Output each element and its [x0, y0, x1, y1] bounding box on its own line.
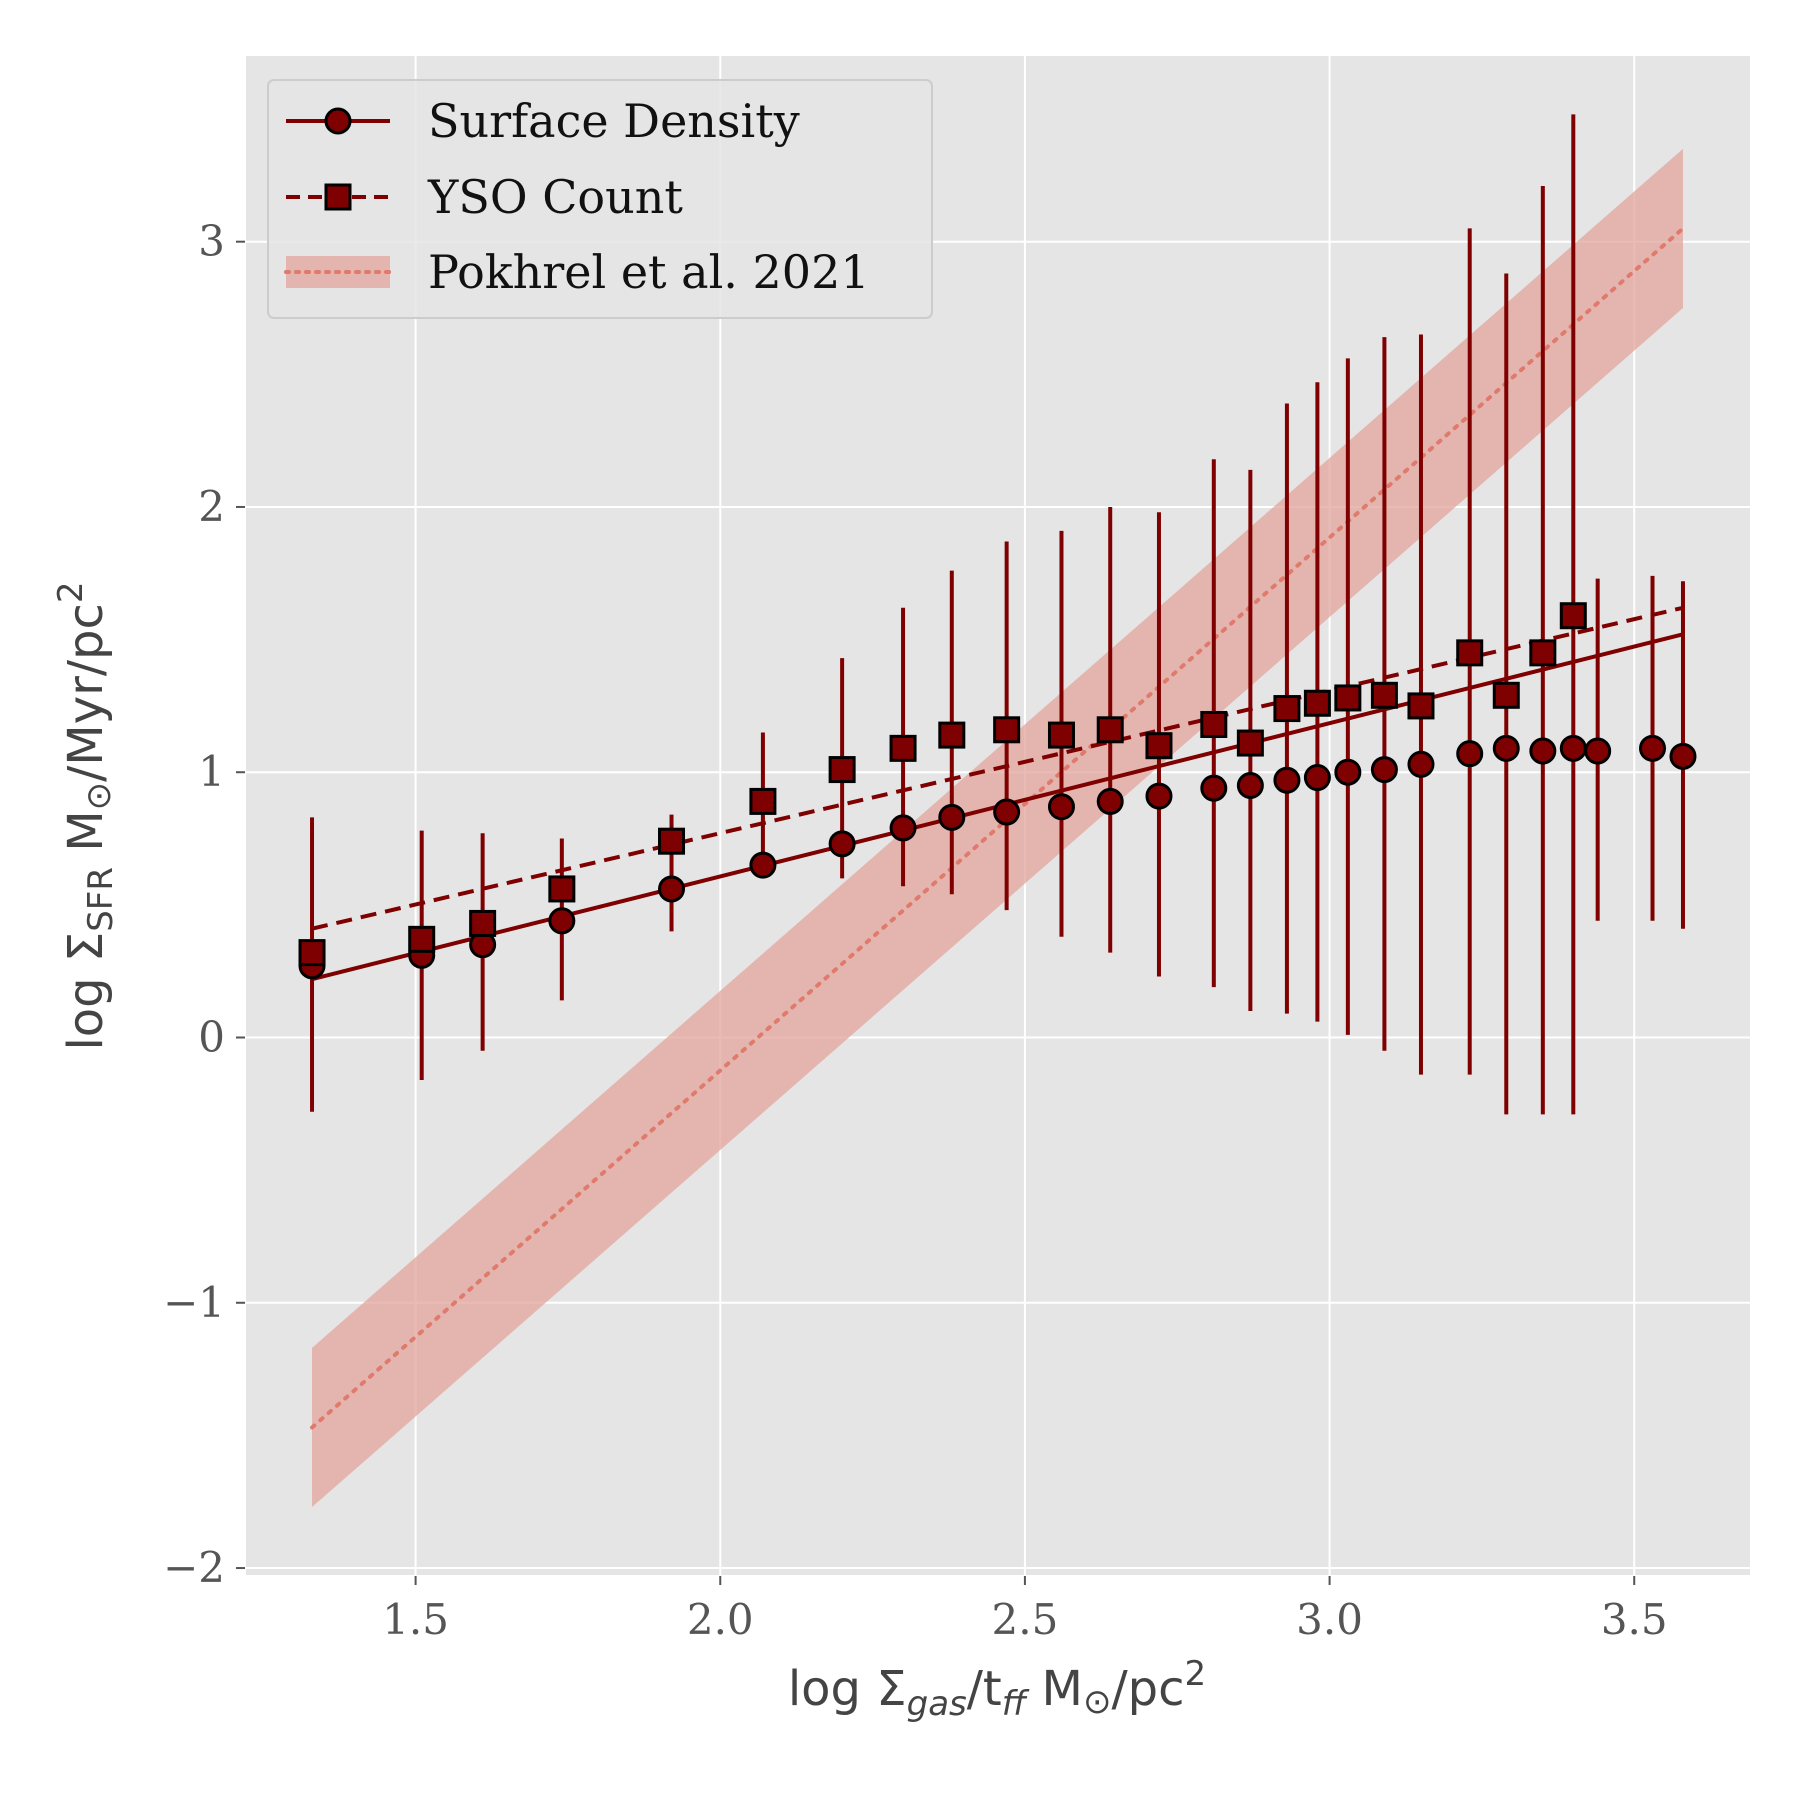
y-axis-label: log ΣSFR M⊙/Myr/pc2	[51, 581, 121, 1050]
yso-count-point-22	[1529, 639, 1557, 667]
yso-count-point-14	[1236, 729, 1264, 757]
yso-count-point-15	[1273, 695, 1301, 723]
axes	[244, 56, 1750, 1577]
surface-density-point-22	[1529, 737, 1557, 765]
surface-density-point-11	[1096, 787, 1124, 815]
surface-density-point-18	[1370, 756, 1398, 784]
legend-marker-circle	[324, 107, 352, 135]
surface-density-point-17	[1334, 758, 1362, 786]
surface-density-point-4	[658, 875, 686, 903]
yso-count-point-1	[408, 925, 436, 953]
surface-density-point-6	[828, 830, 856, 858]
yso-count-point-13	[1200, 710, 1228, 738]
yso-count-point-21	[1492, 681, 1520, 709]
yso-count-point-4	[658, 827, 686, 855]
surface-density-point-7	[889, 814, 917, 842]
x-tick-label-1: 2.0	[687, 1595, 754, 1644]
surface-density-point-10	[1047, 793, 1075, 821]
surface-density-point-23	[1559, 734, 1587, 762]
legend: Surface Density YSO Count Pokhrel et al.…	[267, 79, 933, 319]
yso-count-point-2	[469, 909, 497, 937]
yso-count-point-16	[1303, 689, 1331, 717]
x-ticks: 1.5 2.0 2.5 3.0 3.5	[382, 1576, 1668, 1644]
x-tick-label-4: 3.5	[1601, 1595, 1668, 1644]
legend-item-surface-density: Surface Density	[286, 94, 800, 148]
pokhrel-uncertainty-band	[312, 148, 1683, 1508]
yso-count-point-0	[298, 939, 326, 967]
yso-count-point-7	[889, 734, 917, 762]
yso-count-point-5	[749, 787, 777, 815]
surface-density-point-8	[938, 803, 966, 831]
surface-density-point-3	[548, 907, 576, 935]
legend-box	[267, 79, 933, 319]
yso-count-fit-line	[311, 605, 1684, 931]
surface-density-point-21	[1492, 734, 1520, 762]
y-tick-label-1: −1	[163, 1278, 225, 1327]
surface-density-point-12	[1145, 782, 1173, 810]
legend-item-pokhrel: Pokhrel et al. 2021	[284, 245, 870, 299]
yso-count-point-6	[828, 756, 856, 784]
yso-count-point-17	[1334, 684, 1362, 712]
x-tick-label-2: 2.5	[992, 1595, 1059, 1644]
x-tick-label-0: 1.5	[382, 1595, 449, 1644]
surface-density-point-19	[1407, 750, 1435, 778]
surface-density-point-9	[993, 798, 1021, 826]
yso-count-point-3	[548, 875, 576, 903]
yso-count-point-20	[1456, 639, 1484, 667]
y-tick-label-5: 3	[198, 217, 225, 266]
legend-label-pokhrel: Pokhrel et al. 2021	[428, 245, 870, 299]
yso-count-point-10	[1047, 721, 1075, 749]
yso-count-point-12	[1145, 732, 1173, 760]
legend-marker-square	[324, 183, 352, 211]
legend-item-yso-count: YSO Count	[286, 170, 683, 224]
y-tick-label-3: 1	[198, 747, 225, 796]
y-tick-label-4: 2	[198, 482, 225, 531]
surface-density-point-15	[1273, 766, 1301, 794]
x-tick-label-3: 3.0	[1296, 1595, 1363, 1644]
surface-density-point-20	[1456, 740, 1484, 768]
yso-count-point-11	[1096, 716, 1124, 744]
pokhrel-band	[310, 148, 1685, 1508]
surface-density-point-14	[1236, 771, 1264, 799]
yso-count-point-8	[938, 721, 966, 749]
legend-label-surface-density: Surface Density	[428, 94, 800, 148]
yso-count-point-18	[1370, 681, 1398, 709]
pokhrel-relation-line	[310, 226, 1685, 1430]
yso-count-point-9	[993, 716, 1021, 744]
surface-density-point-26	[1669, 742, 1697, 770]
yso-count-point-19	[1407, 692, 1435, 720]
data-markers	[298, 602, 1697, 980]
legend-label-yso-count: YSO Count	[427, 170, 683, 224]
surface-density-point-25	[1639, 734, 1667, 762]
surface-density-point-16	[1303, 764, 1331, 792]
surface-density-point-5	[749, 851, 777, 879]
surface-density-point-24	[1584, 737, 1612, 765]
surface-density-point-13	[1200, 774, 1228, 802]
x-axis-label: log Σgas/tff M⊙/pc2	[788, 1654, 1206, 1724]
y-tick-label-0: −2	[163, 1543, 225, 1592]
yso-count-point-23	[1559, 602, 1587, 630]
y-ticks: −2 −1 0 1 2 3	[163, 217, 245, 1592]
y-tick-label-2: 0	[198, 1013, 225, 1062]
